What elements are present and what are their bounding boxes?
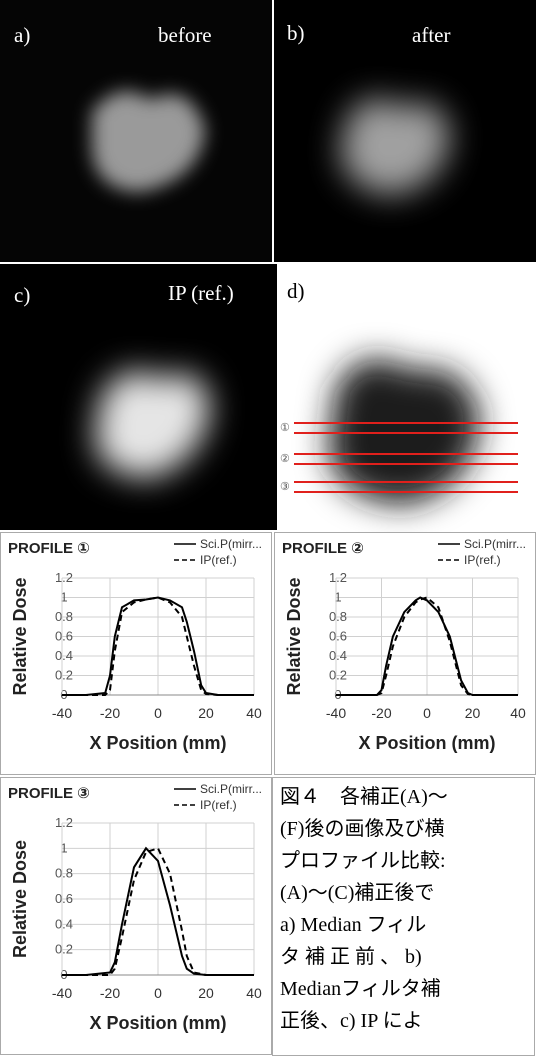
chart-title: PROFILE ② xyxy=(282,540,364,557)
x-tick-label: -40 xyxy=(326,705,346,721)
marker-label: ③ xyxy=(280,481,290,493)
x-tick-label: 0 xyxy=(154,985,162,1001)
chart: 00.20.40.60.811.2-40-2002040Sci.P(mirr..… xyxy=(0,532,272,775)
y-tick-label: 0.2 xyxy=(55,668,73,683)
y-tick-label: 1.2 xyxy=(55,815,73,830)
panel-label: b) xyxy=(287,21,305,45)
caption-line: 正後、c) IP によ xyxy=(280,1009,423,1032)
marker-label: ① xyxy=(280,422,290,434)
series-line xyxy=(62,596,254,696)
chart-frame xyxy=(274,532,536,775)
blob xyxy=(340,98,450,195)
caption-box xyxy=(272,777,535,1056)
chart-title: PROFILE ③ xyxy=(8,785,90,802)
caption-line: a) Median フィル xyxy=(280,914,426,936)
y-tick-label: 1.2 xyxy=(329,570,347,585)
chart: 00.20.40.60.811.2-40-2002040Sci.P(mirr..… xyxy=(274,532,536,775)
chart-frame xyxy=(0,532,272,775)
y-tick-label: 0.4 xyxy=(329,648,347,663)
blob xyxy=(95,371,210,478)
x-tick-label: -20 xyxy=(100,705,120,721)
caption-line: (F)後の画像及び横 xyxy=(280,817,444,840)
caption-line: プロファイル比較: xyxy=(280,849,446,872)
panel-caption: after xyxy=(412,23,450,47)
y-tick-label: 0.6 xyxy=(55,629,73,644)
x-tick-label: 40 xyxy=(246,985,262,1001)
x-tick-label: -20 xyxy=(100,985,120,1001)
y-tick-label: 0.6 xyxy=(329,629,347,644)
x-tick-label: 20 xyxy=(198,985,214,1001)
caption-line: (A)～(C)補正後で xyxy=(280,881,434,904)
y-tick-label: 0.4 xyxy=(55,916,73,931)
y-axis-label: Relative Dose xyxy=(10,840,30,958)
y-tick-label: 0.8 xyxy=(329,609,347,624)
panel-label: d) xyxy=(287,279,305,303)
panel-label: a) xyxy=(14,23,30,47)
y-tick-label: 1 xyxy=(60,590,67,605)
y-tick-label: 0.8 xyxy=(55,866,73,881)
y-tick-label: 1 xyxy=(60,840,67,855)
x-tick-label: 20 xyxy=(465,705,481,721)
x-axis-label: X Position (mm) xyxy=(89,733,226,753)
legend-label: Sci.P(mirr... xyxy=(464,537,526,551)
y-tick-label: 0.6 xyxy=(55,891,73,906)
blob xyxy=(328,358,480,505)
chart-title: PROFILE ① xyxy=(8,540,90,557)
x-tick-label: -20 xyxy=(371,705,391,721)
x-tick-label: 0 xyxy=(154,705,162,721)
caption-line: Medianフィルタ補 xyxy=(280,977,441,1000)
x-tick-label: 20 xyxy=(198,705,214,721)
y-axis-label: Relative Dose xyxy=(10,577,30,695)
caption-line: 図４ 各補正(A)～ xyxy=(280,785,448,808)
panel-label: c) xyxy=(14,283,30,307)
series-line xyxy=(336,596,518,696)
chart-frame xyxy=(0,777,272,1055)
blob xyxy=(92,91,205,192)
legend-label: Sci.P(mirr... xyxy=(200,537,262,551)
y-tick-label: 0.2 xyxy=(329,668,347,683)
series-line xyxy=(62,847,254,976)
x-axis-label: X Position (mm) xyxy=(89,1013,226,1033)
legend-label: IP(ref.) xyxy=(200,798,237,812)
y-tick-label: 0.2 xyxy=(55,942,73,957)
panel-caption: before xyxy=(158,23,212,47)
chart: 00.20.40.60.811.2-40-2002040Sci.P(mirr..… xyxy=(0,777,272,1055)
x-tick-label: 40 xyxy=(510,705,526,721)
legend-label: Sci.P(mirr... xyxy=(200,782,262,796)
caption-line: タ 補 正 前 、 b) xyxy=(280,945,422,968)
y-tick-label: 0.4 xyxy=(55,648,73,663)
legend-label: IP(ref.) xyxy=(200,553,237,567)
x-tick-label: -40 xyxy=(52,985,72,1001)
x-tick-label: 0 xyxy=(423,705,431,721)
series-line xyxy=(62,846,254,976)
y-tick-label: 1.2 xyxy=(55,570,73,585)
x-tick-label: -40 xyxy=(52,705,72,721)
y-tick-label: 0.8 xyxy=(55,609,73,624)
panel-caption: IP (ref.) xyxy=(168,281,234,305)
legend-label: IP(ref.) xyxy=(464,553,501,567)
x-axis-label: X Position (mm) xyxy=(358,733,495,753)
profile-lines xyxy=(294,422,518,493)
marker-label: ② xyxy=(280,453,290,465)
y-tick-label: 1 xyxy=(334,590,341,605)
x-tick-label: 40 xyxy=(246,705,262,721)
y-axis-label: Relative Dose xyxy=(284,577,304,695)
